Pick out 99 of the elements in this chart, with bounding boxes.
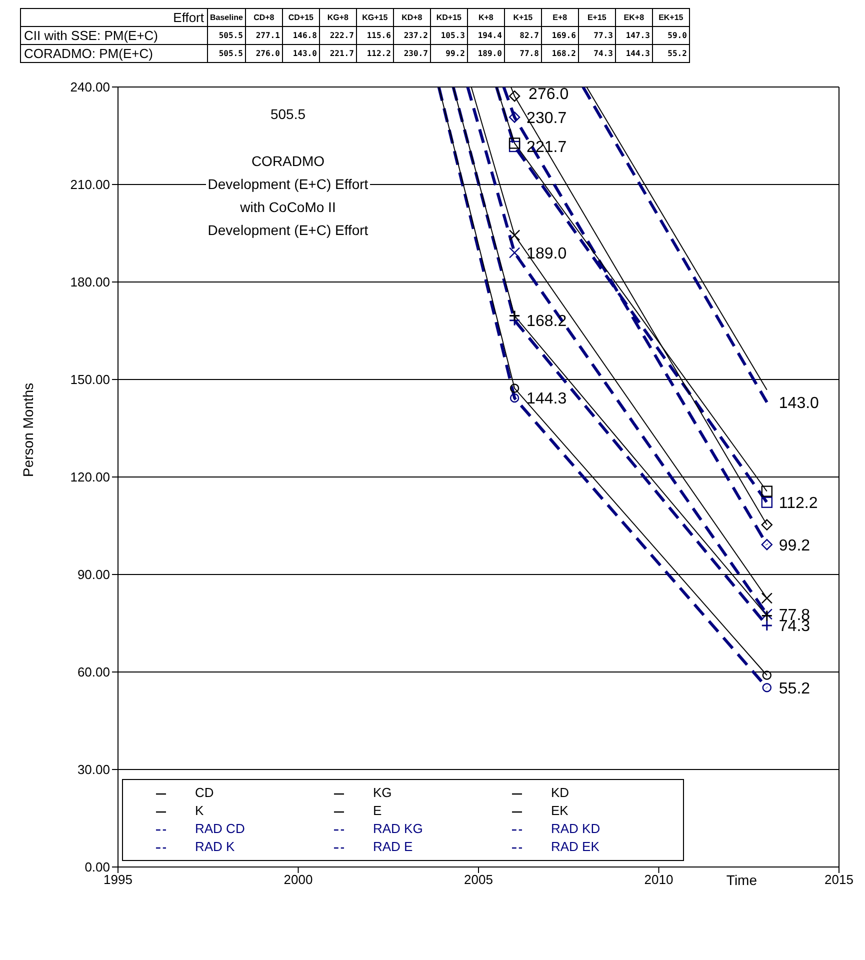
text: 146.8 [282,26,320,44]
text: KG+15 [356,8,394,26]
text: E+15 [578,8,616,26]
text: 168.2 [541,44,578,62]
legend-label: KG [373,785,392,800]
y-tick-label: 90.00 [77,567,110,582]
text: 230.7 [393,44,430,62]
data-label: 55.2 [778,680,810,698]
text: 505.5 [208,26,246,44]
text: 194.4 [467,26,504,44]
text: 59.0 [652,26,690,44]
point [510,384,520,393]
annotation: 276.0 [528,86,569,104]
data-label: 230.7 [526,110,567,127]
text: 55.2 [652,44,690,62]
text: EK+8 [615,8,652,26]
legend-label: RAD K [195,839,235,854]
data-label: 189.0 [526,245,567,262]
point [761,486,772,497]
text: 143.0 [282,44,320,62]
point [762,683,772,692]
point [761,496,772,508]
text: Baseline [208,8,246,26]
legend-label: E [373,803,382,818]
text: CII with SSE: PM(E+C) [20,26,208,44]
y-tick-label: 0.00 [84,860,110,875]
legend-label: K [195,803,204,818]
text: CORADMO: PM(E+C) [20,44,208,62]
annotation: with CoCoMo II [238,199,338,215]
text: E+8 [541,8,578,26]
legend-label: KD [551,785,570,800]
x-axis-title: Time [726,872,758,888]
point [761,620,773,632]
data-label: 112.2 [778,495,818,512]
text: KG+8 [319,8,356,26]
point [510,393,520,403]
text: K+15 [504,8,542,26]
text: 221.7 [319,44,356,62]
text: 77.8 [504,44,542,62]
text: 505.5 [208,44,246,62]
text: KD+8 [393,8,430,26]
y-tick-label: 210.00 [70,177,110,192]
text: 169.6 [541,26,578,44]
text: 74.3 [578,44,616,62]
legend-label: RAD E [373,839,413,854]
x-tick-label: 1995 [104,872,132,888]
point [508,112,520,123]
data-label: 168.2 [526,313,567,330]
annotation: CORADMO [249,153,327,169]
text: CD+8 [245,8,282,26]
data-label: 99.2 [778,537,810,554]
point [508,90,520,102]
text: 112.2 [356,44,394,62]
text: 115.6 [356,26,394,44]
y-tick-label: 180.00 [70,274,110,290]
y-tick-label: 120.00 [70,470,110,485]
point [508,247,520,258]
point [508,138,520,149]
point [761,539,772,550]
y-tick-label: 30.00 [77,762,110,778]
text: CD+15 [282,8,320,26]
text: EK+15 [652,8,690,26]
legend-label: CD [195,785,214,800]
text: Effort [20,8,208,26]
point [508,230,520,241]
x-tick-label: 2010 [644,872,674,888]
legend-label: RAD KG [373,821,423,836]
text: 189.0 [467,44,504,62]
legend-label: RAD EK [551,839,600,854]
point [761,592,772,604]
text: 144.3 [615,44,652,62]
text: 147.3 [615,26,652,44]
point [762,670,772,680]
annotation: Development (E+C) Effort [206,222,370,238]
legend-label: EK [551,803,568,818]
text: 222.7 [319,26,356,44]
y-tick-label: 60.00 [77,664,110,680]
text: K+8 [467,8,504,26]
x-tick-label: 2005 [464,872,493,888]
text: 105.3 [430,26,468,44]
legend-label: RAD CD [195,821,245,836]
point [761,519,772,530]
data-label: 143.0 [778,394,820,412]
x-tick-label: 2000 [284,872,313,888]
annotation: Development (E+C) Effort [206,176,370,192]
x-tick-label: 2015 [824,872,854,888]
data-label: 144.3 [526,390,567,408]
text: 277.1 [245,26,282,44]
text: 77.3 [578,26,616,44]
y-tick-label: 150.00 [70,372,110,388]
text: KD+15 [430,8,468,26]
text: 237.2 [393,26,430,44]
text: 99.2 [430,44,468,62]
legend-label: RAD KD [551,821,600,836]
y-axis-title: Person Months [20,382,36,477]
text: 82.7 [504,26,542,44]
annotation: 505.5 [269,105,307,124]
y-tick-label: 240.00 [70,80,110,95]
text: 276.0 [245,44,282,62]
